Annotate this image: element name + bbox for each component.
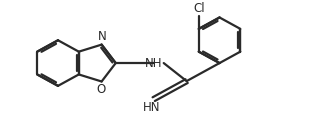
Text: N: N [98, 30, 107, 43]
Text: HN: HN [143, 101, 161, 114]
Text: Cl: Cl [193, 2, 204, 15]
Text: NH: NH [145, 57, 162, 70]
Text: O: O [96, 83, 105, 96]
